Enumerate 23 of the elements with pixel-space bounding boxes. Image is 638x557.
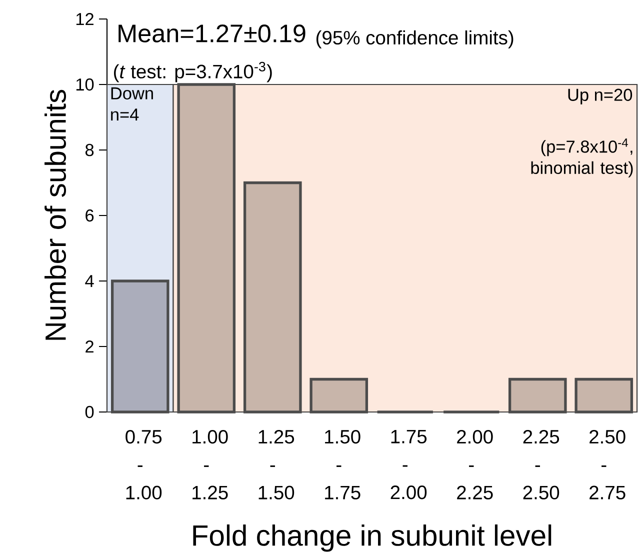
y-tick-label: 12 [76,12,94,26]
x-tick-label: 2.25 - 2.50 [523,430,560,500]
y-tick-label: 8 [85,144,94,156]
y-tick-label: 10 [76,78,94,91]
x-axis-title: Fold change in subunit level [193,524,552,552]
y-tick-label: 4 [85,275,94,287]
annotation: (t test: p=3.7x10$^{-3}$) [114,62,272,82]
x-tick-label: 0.75 - 1.00 [126,430,162,500]
annotation: Mean=1.27±0.19 [118,24,306,42]
x-tick-label: 2.50 - 2.75 [590,430,626,500]
y-tick-label: 2 [86,340,94,353]
x-tick-label: 1.00 - 1.25 [192,430,228,500]
x-tick-label: 2.00 - 2.25 [457,430,493,500]
y-axis-title: Number of subunits [44,90,66,340]
band-label: Up n=20 [568,88,632,104]
y-tick-label: 6 [86,209,94,222]
x-tick-label: 1.75 - 2.00 [390,430,427,500]
annotation: (p=7.8x10$^{-4}$, binomial test) [531,138,633,178]
x-tick-label: 1.25 - 1.50 [258,430,294,500]
annotation: (95% confidence limits) [316,30,514,48]
band-label: Down n=4 [111,87,153,121]
y-tick-label: 0 [85,406,94,418]
x-tick-label: 1.50 - 1.75 [325,430,360,500]
